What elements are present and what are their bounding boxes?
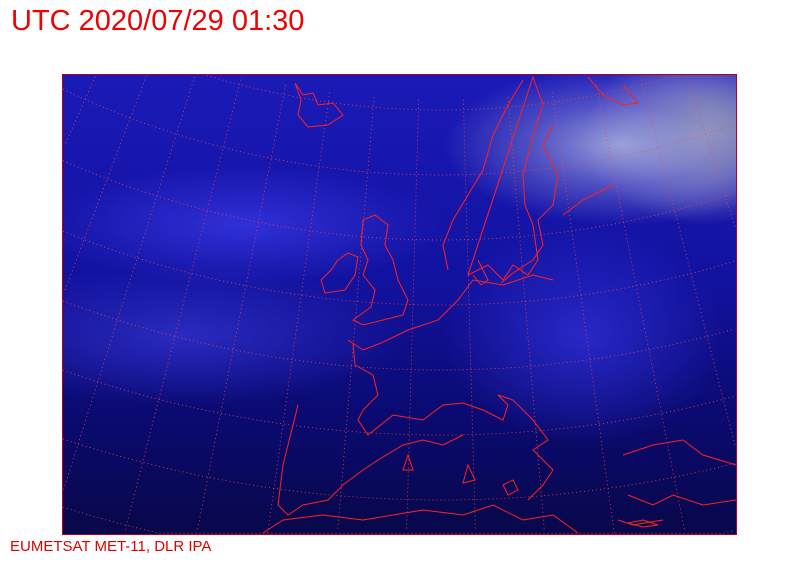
latitude-line — [63, 88, 736, 176]
meridian-line — [63, 76, 195, 492]
latitude-line — [206, 75, 676, 111]
coastline-continent — [262, 274, 736, 534]
latitude-line — [63, 438, 736, 501]
latitude-line — [63, 300, 736, 371]
satellite-map — [62, 74, 737, 535]
meridian-line — [124, 79, 242, 531]
coastlines — [262, 75, 736, 534]
coastline-britain — [352, 214, 409, 326]
coastline-norway-sweden — [442, 75, 544, 281]
meridian-line — [640, 79, 736, 448]
coastline-iceland — [294, 82, 344, 128]
coastline-islands — [402, 453, 659, 528]
graticule — [63, 75, 736, 534]
meridian-line — [507, 97, 545, 531]
coastline-ireland — [320, 252, 359, 294]
timestamp-title: UTC 2020/07/29 01:30 — [11, 5, 305, 37]
meridian-line — [64, 76, 96, 146]
latitude-line — [63, 369, 736, 436]
latitude-line — [63, 506, 736, 534]
meridian-line — [337, 97, 375, 531]
data-source-credit: EUMETSAT MET-11, DLR IPA — [10, 538, 212, 555]
coastline-finland — [587, 76, 639, 106]
latitude-line — [63, 160, 736, 241]
coastline-denmark-baltic — [472, 124, 614, 286]
